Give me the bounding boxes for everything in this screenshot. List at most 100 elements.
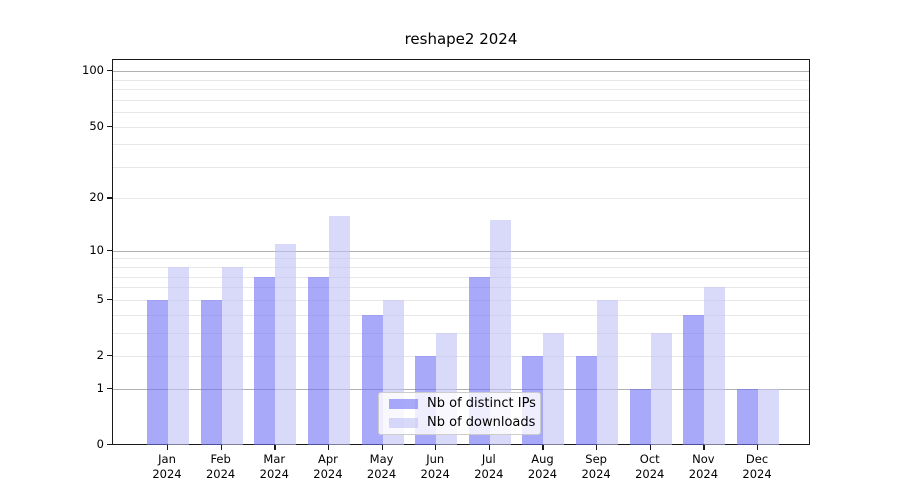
minor-gridline bbox=[113, 198, 809, 200]
x-tick-mark bbox=[327, 445, 330, 450]
bar-distinct-ips bbox=[737, 388, 759, 445]
minor-gridline bbox=[113, 126, 809, 128]
x-tick-mark bbox=[542, 445, 544, 450]
x-tick-label: Apr 2024 bbox=[298, 452, 358, 482]
bar-distinct-ips bbox=[361, 314, 383, 445]
bar-distinct-ips bbox=[307, 276, 329, 445]
x-tick-year: 2024 bbox=[205, 467, 236, 481]
y-tick-mark bbox=[107, 355, 112, 357]
minor-gridline bbox=[113, 89, 809, 91]
bar-downloads bbox=[597, 299, 619, 445]
x-tick-label: Jan 2024 bbox=[137, 452, 197, 482]
y-tick-mark bbox=[107, 387, 112, 390]
x-tick-label: Nov 2024 bbox=[673, 452, 733, 482]
y-tick-mark bbox=[107, 197, 112, 199]
minor-gridline bbox=[113, 99, 809, 101]
y-tick-mark bbox=[107, 298, 112, 301]
x-tick-mark bbox=[596, 445, 598, 450]
x-tick-mark bbox=[649, 445, 652, 450]
x-tick-label: Dec 2024 bbox=[727, 452, 787, 482]
minor-gridline bbox=[113, 276, 809, 278]
y-tick-label: 50 bbox=[89, 118, 104, 133]
x-tick-label: Jul 2024 bbox=[459, 452, 519, 482]
x-tick-label: Oct 2024 bbox=[620, 452, 680, 482]
y-tick-mark bbox=[107, 70, 112, 72]
x-tick-year: 2024 bbox=[742, 467, 772, 481]
x-tick-year: 2024 bbox=[313, 467, 343, 481]
minor-gridline bbox=[113, 112, 809, 114]
y-tick-label: 2 bbox=[96, 348, 104, 362]
x-tick-year: 2024 bbox=[420, 467, 450, 481]
x-tick-year: 2024 bbox=[474, 467, 504, 481]
bar-distinct-ips bbox=[147, 299, 168, 445]
x-tick-mark bbox=[488, 445, 491, 450]
bar-downloads bbox=[275, 243, 297, 445]
minor-gridline bbox=[113, 314, 809, 316]
bar-downloads bbox=[168, 267, 189, 445]
x-tick-year: 2024 bbox=[635, 467, 665, 481]
major-gridline bbox=[113, 250, 809, 252]
x-tick-mark bbox=[167, 445, 169, 450]
x-tick-label: Sep 2024 bbox=[566, 452, 626, 482]
bar-downloads bbox=[328, 215, 350, 445]
minor-gridline bbox=[113, 258, 809, 260]
y-tick-label: 100 bbox=[82, 63, 104, 78]
bar-downloads bbox=[489, 220, 511, 445]
y-tick-label: 5 bbox=[96, 291, 104, 306]
legend-item: Nb of downloads bbox=[389, 415, 540, 431]
legend-swatch-distinct-ips bbox=[389, 399, 418, 409]
bar-distinct-ips bbox=[576, 356, 598, 445]
bar-distinct-ips bbox=[200, 299, 222, 445]
y-tick-mark bbox=[107, 249, 112, 252]
minor-gridline bbox=[113, 267, 809, 269]
minor-gridline bbox=[113, 287, 809, 289]
major-gridline bbox=[113, 71, 809, 73]
bar-distinct-ips bbox=[629, 388, 651, 445]
legend-item: Nb of distinct IPs bbox=[389, 396, 540, 412]
y-tick-label: 10 bbox=[89, 242, 104, 257]
legend-label: Nb of distinct IPs bbox=[427, 396, 536, 411]
y-tick-mark bbox=[107, 444, 112, 446]
plot-area bbox=[112, 59, 810, 445]
x-tick-year: 2024 bbox=[366, 467, 397, 481]
x-tick-mark bbox=[220, 445, 222, 450]
minor-gridline bbox=[113, 166, 809, 168]
bar-distinct-ips bbox=[683, 314, 705, 445]
x-tick-mark bbox=[274, 445, 276, 450]
y-tick-label: 1 bbox=[96, 380, 104, 395]
x-tick-year: 2024 bbox=[688, 467, 719, 481]
legend: Nb of distinct IPs Nb of downloads bbox=[378, 392, 541, 435]
x-tick-year: 2024 bbox=[259, 467, 289, 481]
bar-distinct-ips bbox=[254, 276, 276, 445]
minor-gridline bbox=[113, 299, 809, 301]
x-tick-year: 2024 bbox=[527, 467, 558, 481]
x-tick-mark bbox=[703, 445, 705, 450]
bar-downloads bbox=[221, 267, 243, 445]
chart-title: reshape2 2024 bbox=[404, 30, 518, 48]
y-tick-label: 0 bbox=[96, 437, 104, 451]
x-tick-label: Feb 2024 bbox=[191, 452, 251, 482]
x-tick-mark bbox=[381, 445, 383, 450]
bar-downloads bbox=[758, 388, 780, 445]
minor-gridline bbox=[113, 79, 809, 81]
x-tick-year: 2024 bbox=[152, 467, 182, 481]
minor-gridline bbox=[113, 356, 809, 357]
minor-gridline bbox=[113, 332, 809, 334]
bar-downloads bbox=[650, 332, 672, 445]
y-tick-label: 20 bbox=[89, 190, 104, 205]
x-tick-label: Aug 2024 bbox=[512, 452, 572, 482]
legend-label: Nb of downloads bbox=[427, 415, 536, 430]
x-tick-label: Jun 2024 bbox=[405, 452, 465, 482]
x-tick-year: 2024 bbox=[581, 467, 611, 481]
x-tick-label: May 2024 bbox=[352, 452, 412, 482]
minor-gridline bbox=[113, 144, 809, 146]
y-tick-mark bbox=[107, 125, 112, 127]
x-tick-label: Mar 2024 bbox=[244, 452, 304, 482]
major-gridline bbox=[113, 388, 809, 390]
x-tick-mark bbox=[757, 445, 759, 450]
x-tick-mark bbox=[435, 445, 437, 450]
legend-swatch-downloads bbox=[389, 418, 418, 428]
bar-downloads bbox=[704, 287, 726, 445]
bar-downloads bbox=[543, 332, 565, 445]
